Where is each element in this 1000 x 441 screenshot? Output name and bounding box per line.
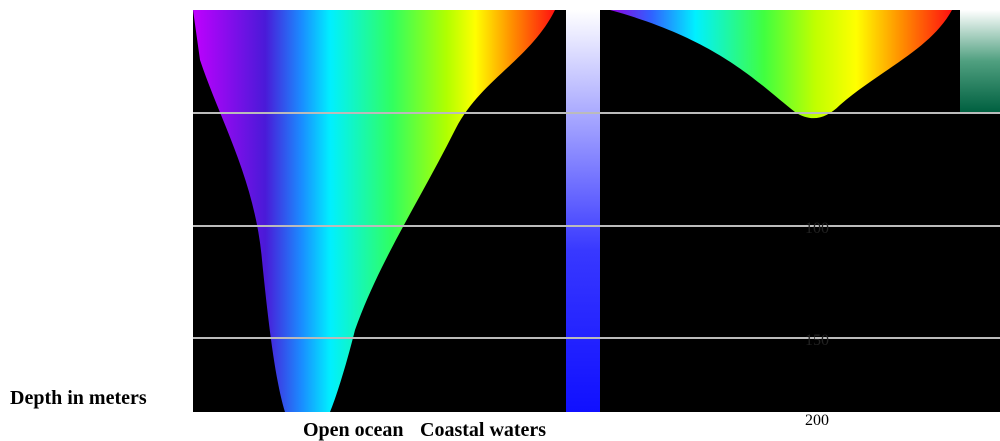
depth-label: 150: [805, 332, 829, 349]
coastal-color-bar: [960, 10, 1000, 112]
open-ocean-color-bar: [566, 10, 600, 412]
open-ocean-spectrum: [193, 10, 555, 412]
column-label: Coastal waters: [420, 419, 546, 441]
axis-label: Depth in meters: [10, 387, 147, 409]
depth-label: 100: [805, 220, 829, 237]
column-label: Open ocean: [303, 419, 404, 441]
coastal-spectrum: [610, 10, 952, 119]
depth-label: 200: [805, 412, 829, 429]
